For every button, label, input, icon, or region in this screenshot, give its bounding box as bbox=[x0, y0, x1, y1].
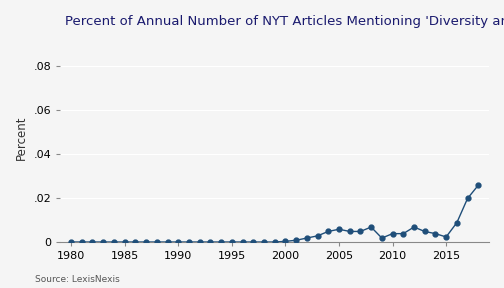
Y-axis label: Percent: Percent bbox=[15, 116, 28, 160]
Text: Source: LexisNexis: Source: LexisNexis bbox=[35, 275, 120, 284]
Text: Percent of Annual Number of NYT Articles Mentioning 'Diversity and Inclusion': Percent of Annual Number of NYT Articles… bbox=[65, 15, 504, 28]
